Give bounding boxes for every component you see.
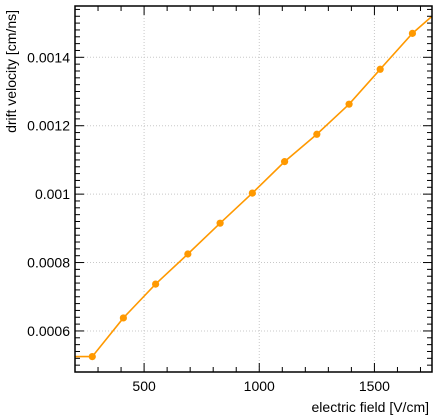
y-axis-label: drift velocity [cm/ns]	[3, 10, 19, 133]
data-point	[184, 250, 192, 258]
x-tick-label: 1500	[359, 378, 390, 394]
data-point	[313, 130, 321, 138]
y-tick-label: 0.0012	[27, 118, 70, 134]
data-point	[280, 158, 289, 166]
data-point	[119, 314, 127, 322]
data-point	[216, 219, 224, 227]
y-tick-label: 0.001	[35, 186, 70, 202]
y-tick-label: 0.0014	[27, 49, 70, 65]
data-point	[345, 100, 353, 108]
y-tick-label: 0.0006	[27, 323, 70, 339]
grid-lines	[75, 6, 432, 372]
data-point	[152, 280, 160, 288]
x-tick-label: 1000	[244, 378, 275, 394]
data-series	[75, 15, 433, 361]
data-point	[88, 353, 96, 361]
y-tick-label: 0.0008	[27, 255, 70, 271]
x-tick-label: 500	[132, 378, 156, 394]
data-point	[248, 189, 256, 197]
data-point	[408, 29, 417, 37]
data-point	[376, 65, 384, 73]
axis-ticks: 500 1000 1500 0.0006 0.0008 0.001 0.0012 0.0014	[27, 6, 432, 394]
x-axis-label: electric field [V/cm]	[312, 399, 429, 415]
plot-frame	[74, 5, 433, 373]
